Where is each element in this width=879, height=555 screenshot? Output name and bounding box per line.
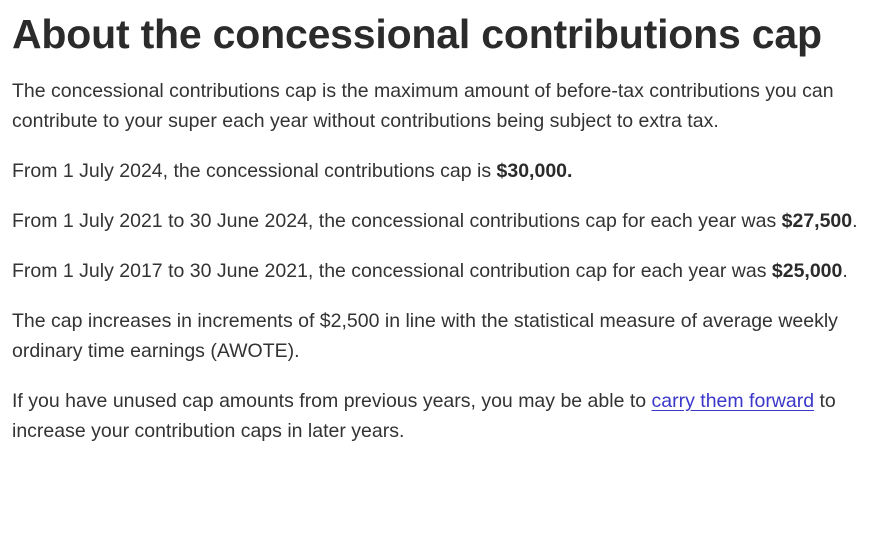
- page-title: About the concessional contributions cap: [12, 11, 822, 57]
- carry-forward-paragraph: If you have unused cap amounts from prev…: [12, 386, 867, 446]
- cap-2017-amount: $25,000: [771, 260, 843, 282]
- cap-2021-paragraph: From 1 July 2021 to 30 June 2024, the co…: [12, 206, 867, 236]
- current-cap-paragraph: From 1 July 2024, the concessional contr…: [12, 156, 867, 186]
- current-cap-text: From 1 July 2024, the concessional contr…: [12, 160, 497, 182]
- carry-forward-after: to increase your contribution caps in la…: [12, 390, 836, 442]
- cap-2021-amount: $27,500: [781, 210, 853, 232]
- carry-forward-link[interactable]: carry them forward: [651, 390, 815, 412]
- current-cap-amount: $30,000.: [496, 160, 573, 182]
- cap-2017-suffix: .: [842, 260, 848, 282]
- increments-paragraph: The cap increases in increments of $2,50…: [12, 310, 838, 362]
- carry-forward-before: If you have unused cap amounts from prev…: [12, 390, 652, 412]
- cap-2017-paragraph: From 1 July 2017 to 30 June 2021, the co…: [12, 256, 867, 286]
- cap-2021-suffix: .: [852, 210, 858, 232]
- cap-2021-text: From 1 July 2021 to 30 June 2024, the co…: [12, 210, 782, 232]
- cap-2017-text: From 1 July 2017 to 30 June 2021, the co…: [12, 260, 772, 282]
- article-content: About the concessional contributions cap…: [12, 11, 867, 446]
- intro-paragraph: The concessional contributions cap is th…: [12, 80, 834, 132]
